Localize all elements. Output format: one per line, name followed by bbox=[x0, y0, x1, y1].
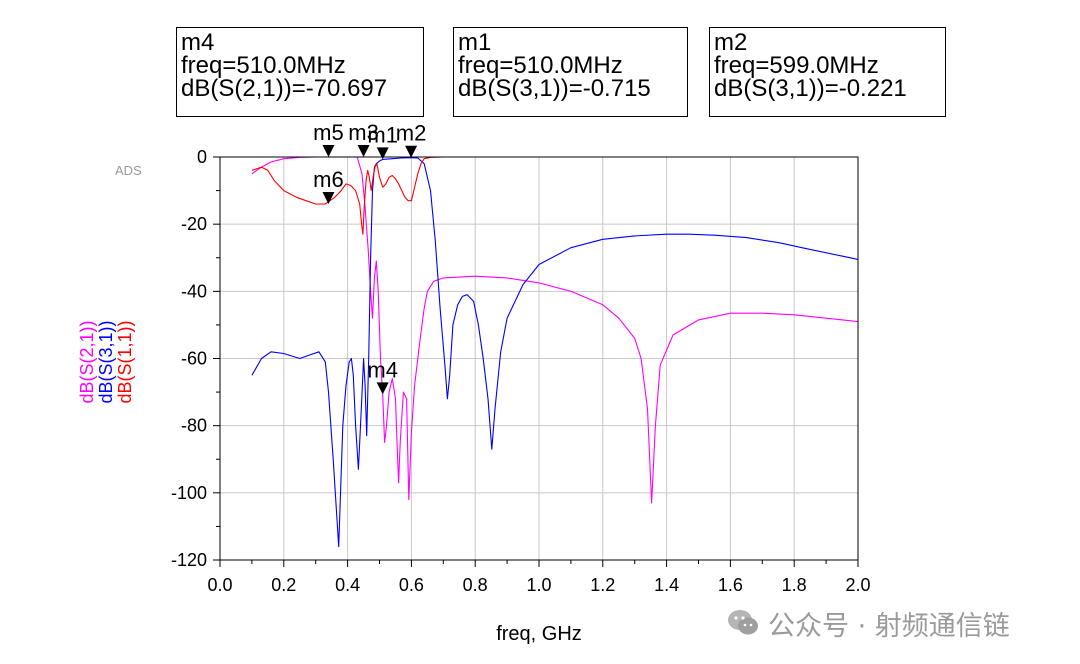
marker-m3-label: m3 bbox=[348, 120, 379, 145]
marker-m1-label: m1 bbox=[367, 122, 398, 147]
y-axis-label: dB(S(2,1))dB(S(3,1))dB(S(1,1)) bbox=[77, 320, 135, 403]
y-tick-label: -60 bbox=[181, 349, 207, 369]
y-tick-label: -20 bbox=[181, 214, 207, 234]
marker-box-value: dB(S(3,1))=-0.221 bbox=[714, 75, 907, 102]
marker-box-freq: freq=510.0MHz bbox=[181, 52, 346, 79]
marker-box-freq: freq=599.0MHz bbox=[714, 52, 879, 79]
marker-box-name: m2 bbox=[714, 29, 748, 56]
y-tick-label: -40 bbox=[181, 281, 207, 301]
watermark: 公众号 · 射频通信链 bbox=[726, 604, 1010, 642]
marker-m3-triangle bbox=[357, 145, 370, 157]
marker-box-value: dB(S(2,1))=-70.697 bbox=[181, 75, 388, 102]
marker-m6-triangle bbox=[322, 192, 335, 205]
marker-box-m2: m2 freq=599.0MHz dB(S(3,1))=-0.221 bbox=[709, 27, 946, 117]
y-tick-label: -120 bbox=[171, 550, 207, 570]
marker-box-m4: m4 freq=510.0MHz dB(S(2,1))=-70.697 bbox=[176, 27, 424, 117]
x-tick-label: 1.2 bbox=[590, 575, 615, 595]
marker-m6-label: m6 bbox=[313, 167, 344, 192]
x-tick-label: 0.6 bbox=[399, 575, 424, 595]
series-line-1 bbox=[251, 157, 859, 548]
x-tick-label: 0.2 bbox=[271, 575, 296, 595]
marker-m2-label: m2 bbox=[396, 121, 427, 146]
marker-box-m1: m1 freq=510.0MHz dB(S(3,1))=-0.715 bbox=[453, 27, 688, 117]
x-tick-label: 0.8 bbox=[463, 575, 488, 595]
x-axis-label: freq, GHz bbox=[496, 623, 582, 645]
marker-box-name: m4 bbox=[181, 29, 215, 56]
y-axis-label-part: dB(S(3,1)) bbox=[96, 320, 116, 403]
series-line-2 bbox=[251, 156, 858, 235]
y-tick-label: 0 bbox=[197, 147, 207, 167]
x-tick-label: 0.4 bbox=[335, 575, 360, 595]
x-tick-label: 1.4 bbox=[654, 575, 679, 595]
marker-box-name: m1 bbox=[458, 29, 492, 56]
y-tick-label: -100 bbox=[171, 483, 207, 503]
marker-m5-triangle bbox=[322, 145, 335, 157]
x-tick-label: 1.8 bbox=[782, 575, 807, 595]
ads-label: ADS bbox=[115, 163, 142, 178]
marker-m4-triangle bbox=[376, 382, 389, 395]
y-axis-label-part: dB(S(1,1)) bbox=[115, 320, 135, 403]
wechat-icon bbox=[728, 610, 758, 635]
marker-box-freq: freq=510.0MHz bbox=[458, 52, 623, 79]
chart-grid bbox=[220, 157, 858, 560]
x-tick-label: 0.0 bbox=[207, 575, 232, 595]
marker-m2-triangle bbox=[405, 145, 418, 158]
watermark-text: 公众号 · 射频通信链 bbox=[768, 610, 1010, 642]
marker-m4-label: m4 bbox=[367, 357, 398, 382]
marker-box-value: dB(S(3,1))=-0.715 bbox=[458, 75, 651, 102]
x-tick-label: 1.6 bbox=[718, 575, 743, 595]
chart-ticks: 0.0 0.2 0.4 0.6 0.8 1.0 1.2 1.4 1.6 1.8 2.0 0 -20 -40… bbox=[171, 147, 871, 595]
marker-m5-label: m5 bbox=[313, 120, 344, 145]
marker-m1-triangle bbox=[376, 147, 389, 160]
y-tick-label: -80 bbox=[181, 416, 207, 436]
chart-series bbox=[251, 156, 859, 548]
x-tick-label: 1.0 bbox=[526, 575, 551, 595]
series-line-0 bbox=[251, 156, 859, 504]
x-tick-label: 2.0 bbox=[845, 575, 870, 595]
y-axis-label-part: dB(S(2,1)) bbox=[77, 320, 97, 403]
